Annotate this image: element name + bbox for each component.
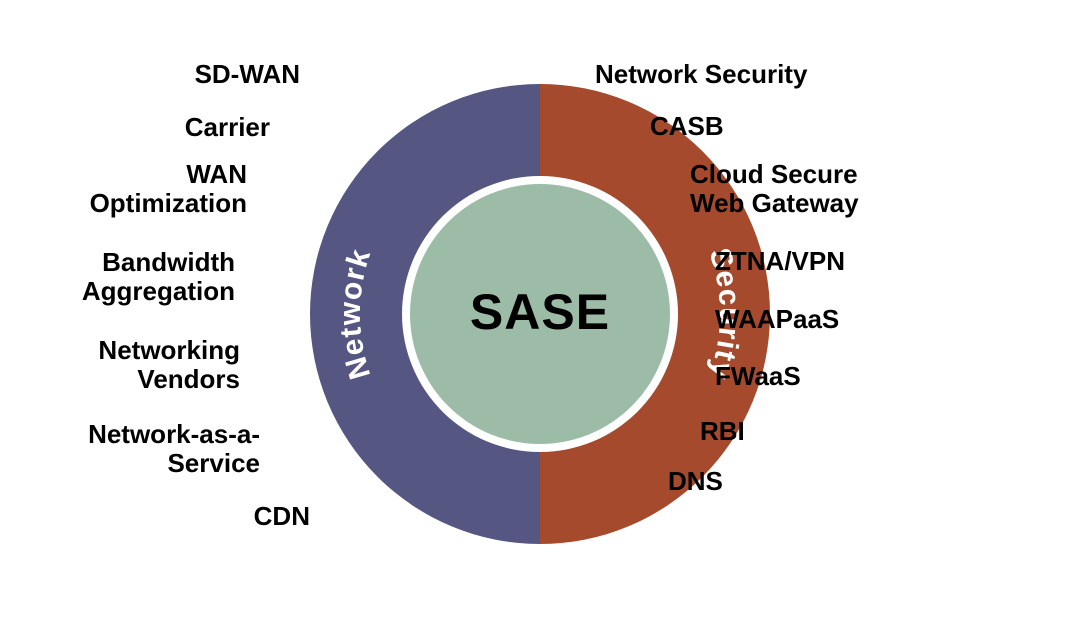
sase-diagram: SASE NetworkSecurity SD-WANCarrierWAN Op…: [0, 0, 1080, 629]
center-label: SASE: [410, 283, 670, 341]
left-item: WAN Optimization: [47, 160, 247, 218]
right-item: Network Security: [595, 60, 915, 89]
right-item: ZTNA/VPN: [715, 247, 975, 276]
right-item: FWaaS: [715, 362, 975, 391]
right-item: WAAPaaS: [715, 305, 975, 334]
right-item: DNS: [668, 467, 928, 496]
left-item: Network-as-a- Service: [60, 420, 260, 478]
left-item: SD-WAN: [100, 60, 300, 89]
right-item: RBI: [700, 417, 960, 446]
left-item: Bandwidth Aggregation: [35, 248, 235, 306]
left-item: CDN: [110, 502, 310, 531]
left-item: Carrier: [70, 113, 270, 142]
right-item: CASB: [650, 112, 910, 141]
right-item: Cloud Secure Web Gateway: [690, 160, 950, 218]
left-item: Networking Vendors: [40, 336, 240, 394]
